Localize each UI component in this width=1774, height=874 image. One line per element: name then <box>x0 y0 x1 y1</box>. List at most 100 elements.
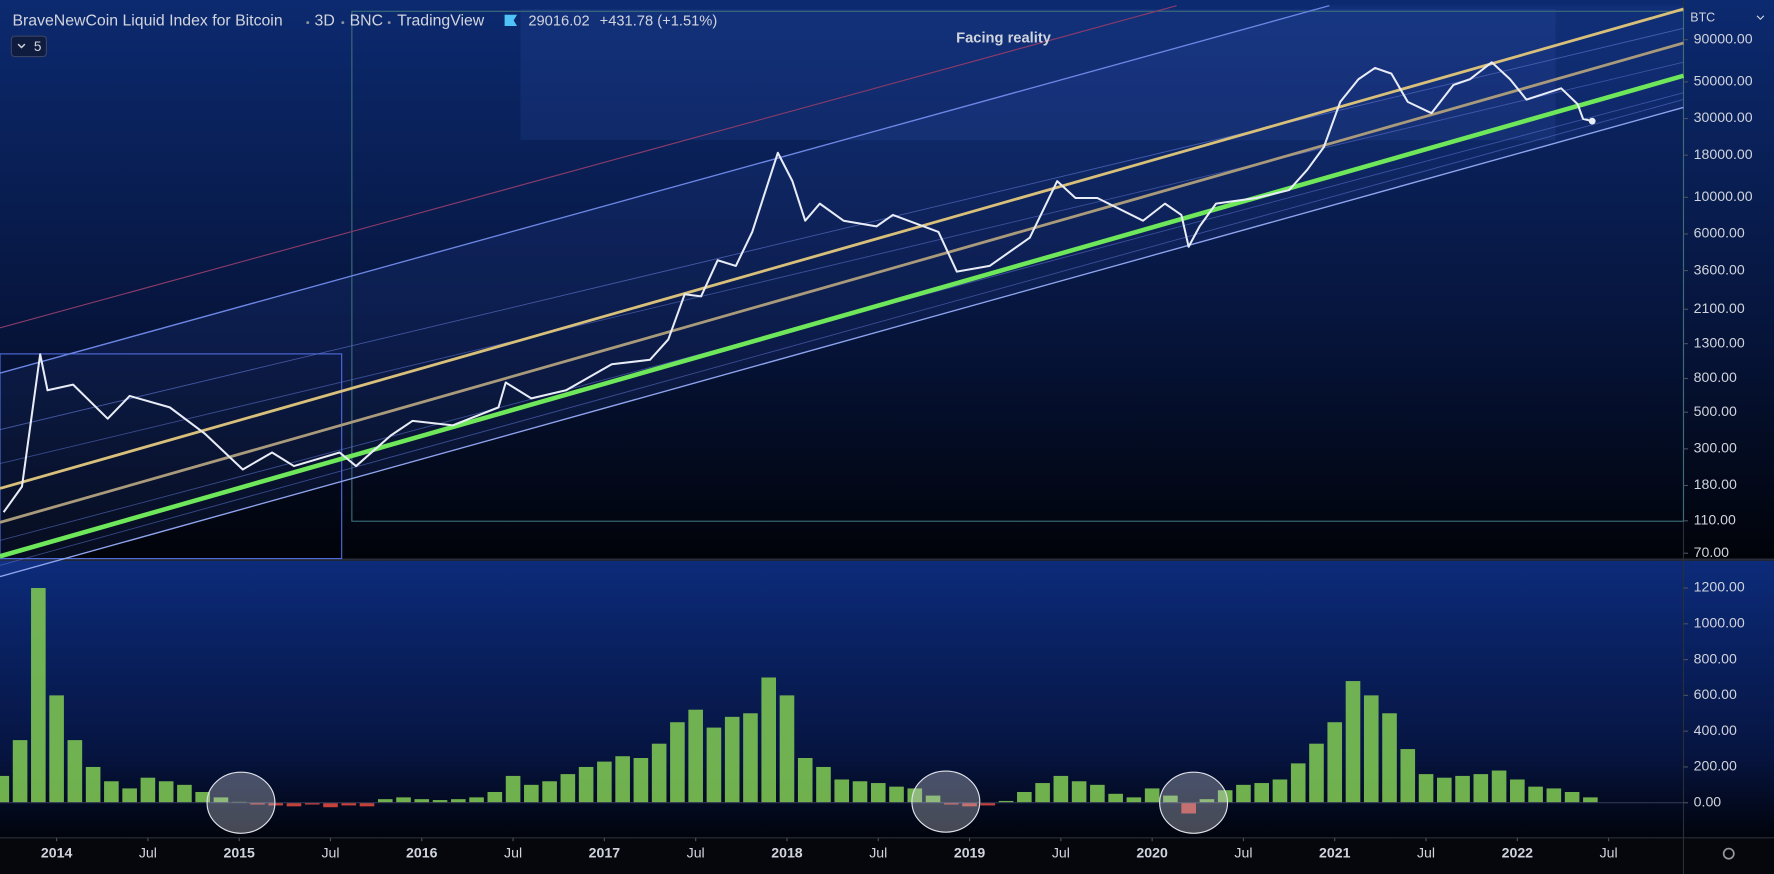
histogram-bar <box>852 781 868 803</box>
flag-icon[interactable] <box>504 14 518 27</box>
histogram-bar <box>670 722 685 803</box>
histogram-bar <box>414 799 430 803</box>
y-tick-label: 18000.00 <box>1694 146 1753 162</box>
channel-line <box>0 4 1330 374</box>
histogram-bar <box>907 788 923 803</box>
histogram-bar <box>1510 779 1525 803</box>
histogram-bar <box>195 792 210 803</box>
highlight-circle <box>206 771 276 834</box>
x-tick-label: Jul <box>1052 844 1070 860</box>
histogram-bar <box>1528 786 1543 803</box>
x-tick-label: Jul <box>1600 844 1618 860</box>
y-tick-label: 400.00 <box>1694 722 1737 738</box>
histogram-bar <box>1181 802 1196 814</box>
histogram-bar <box>615 756 630 803</box>
histogram-bar <box>286 802 302 807</box>
histogram-bar <box>85 766 101 803</box>
indicator-toggle[interactable] <box>10 35 47 58</box>
histogram-bar <box>122 788 137 803</box>
y-tick-label: 50000.00 <box>1694 73 1753 89</box>
x-tick-label: Jul <box>321 844 339 860</box>
histogram-bar <box>834 779 850 803</box>
histogram-bar <box>432 800 448 803</box>
separator <box>341 21 345 25</box>
x-tick-label: 2018 <box>771 844 803 860</box>
histogram-bar <box>1327 722 1343 803</box>
histogram-bar <box>1236 784 1251 803</box>
histogram-bar <box>1090 784 1105 803</box>
histogram-bar <box>140 777 156 803</box>
channel-line <box>0 5 1177 329</box>
histogram-bar <box>688 709 703 803</box>
histogram-bar <box>213 797 229 803</box>
x-tick-label: 2021 <box>1319 844 1351 860</box>
x-tick-label: 2017 <box>589 844 621 860</box>
histogram-bar <box>1363 695 1379 803</box>
histogram-bar <box>633 758 649 803</box>
histogram-bar <box>797 758 813 803</box>
histogram-bar <box>1473 774 1489 803</box>
histogram-bar <box>943 802 959 805</box>
histogram-bar <box>341 802 357 806</box>
annotation: Facing reality <box>956 30 1052 46</box>
histogram-bar <box>870 783 886 803</box>
histogram-bar <box>49 695 64 803</box>
histogram-bar <box>0 775 10 803</box>
y-tick-label: 6000.00 <box>1694 225 1745 241</box>
histogram-bar <box>487 792 503 803</box>
x-tick-label: 2015 <box>223 844 255 860</box>
histogram-bar <box>304 802 320 805</box>
histogram-bar <box>1035 783 1050 803</box>
gear[interactable] <box>1722 847 1735 860</box>
currency-label: BTC <box>1690 10 1715 24</box>
histogram-bar <box>578 766 594 803</box>
x-tick-label: 2020 <box>1136 844 1168 860</box>
range-box <box>351 10 1685 522</box>
histogram-bar <box>980 802 996 806</box>
chevron-icon <box>17 43 26 49</box>
histogram-bar <box>1418 774 1434 803</box>
interval: 3D <box>315 13 335 30</box>
y-tick-label: 110.00 <box>1694 512 1736 528</box>
drawings <box>0 4 1685 578</box>
histogram-bar <box>377 799 393 803</box>
histogram-bar <box>1199 799 1215 803</box>
y-tick-label: 3600.00 <box>1694 261 1745 277</box>
histogram-bar <box>998 800 1014 803</box>
symbol: BraveNewCoin Liquid Index for Bitcoin <box>12 13 282 30</box>
upper-band <box>0 7 1684 490</box>
y-tick-label: 800.00 <box>1694 650 1737 666</box>
histogram-bar <box>1163 795 1178 803</box>
y-tick-label: 600.00 <box>1694 686 1737 702</box>
y-tick-label: 200.00 <box>1694 758 1737 774</box>
y-tick-label: 0.00 <box>1694 793 1722 809</box>
x-tick-label: 2022 <box>1502 844 1534 860</box>
histogram-bar <box>1108 793 1123 803</box>
histogram-bar <box>396 797 411 803</box>
histogram-bar <box>67 740 83 803</box>
last-point <box>1588 117 1596 125</box>
support-line <box>0 73 1685 559</box>
x-tick-label: 2016 <box>406 844 438 860</box>
currency-menu[interactable] <box>1756 15 1765 21</box>
series-layer <box>0 61 1684 814</box>
histogram-bar <box>1272 779 1288 803</box>
y-tick-label: 1200.00 <box>1694 579 1745 595</box>
settings-icon[interactable] <box>1722 847 1735 860</box>
histogram-bar <box>816 766 831 803</box>
highlight-circle <box>911 770 981 833</box>
histogram-bar <box>268 802 284 806</box>
histogram-bar <box>323 802 338 808</box>
x-tick-label: Jul <box>869 844 887 860</box>
histogram-bar <box>743 713 758 803</box>
channel-line <box>0 61 1684 465</box>
middle-band <box>0 41 1684 524</box>
histogram-bar <box>761 677 777 803</box>
histogram-bar <box>1126 797 1142 803</box>
histogram-bar <box>597 761 612 803</box>
histogram-bar <box>651 743 667 803</box>
time-axis <box>0 837 1774 874</box>
histogram-bar <box>250 802 265 805</box>
